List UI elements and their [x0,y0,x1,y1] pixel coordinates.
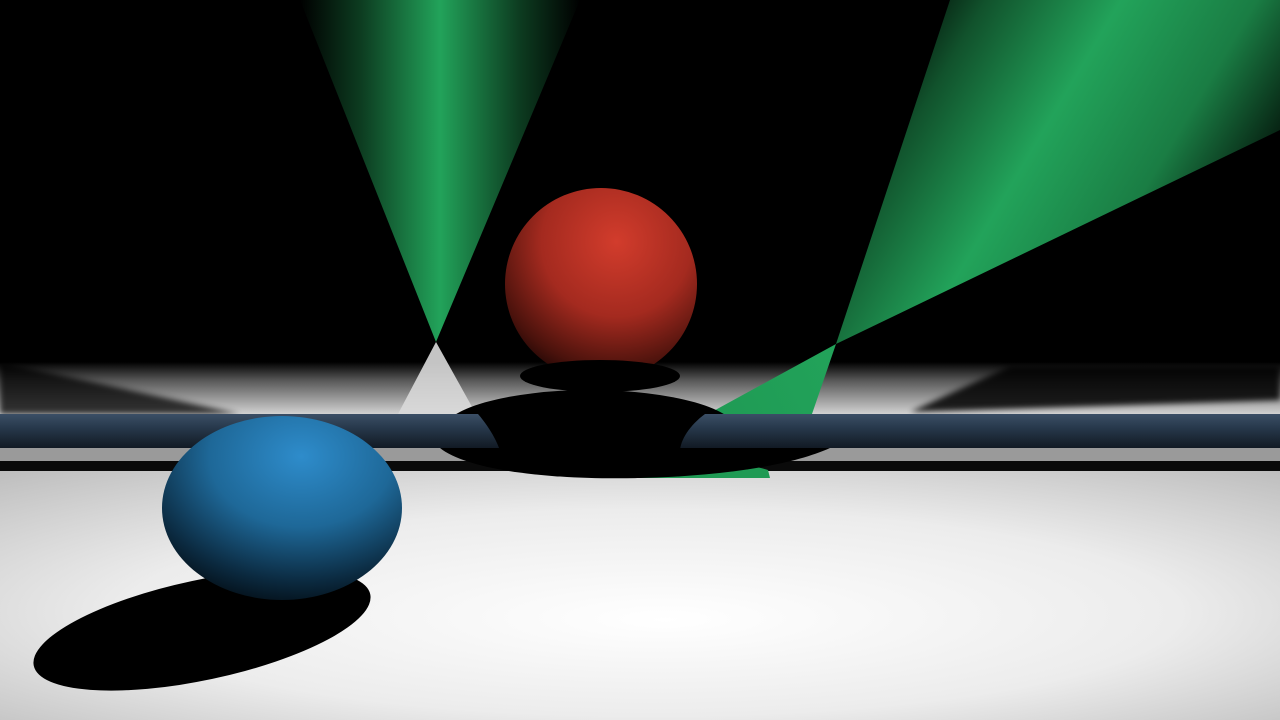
blue-sphere [162,416,402,600]
red-sphere [505,188,697,380]
back-floor-shadow-left [0,362,240,414]
green-light-cone-right [836,0,1280,344]
bar-shadow-notch [478,414,705,452]
green-light-cone-left [300,0,580,342]
green-light-beam-left-lower [398,342,476,414]
red-sphere-underside-shadow [520,360,680,392]
back-floor-shadow-right [910,366,1280,412]
green-light-beam-right-lower [708,344,836,414]
center-dark-shadow [440,448,830,479]
